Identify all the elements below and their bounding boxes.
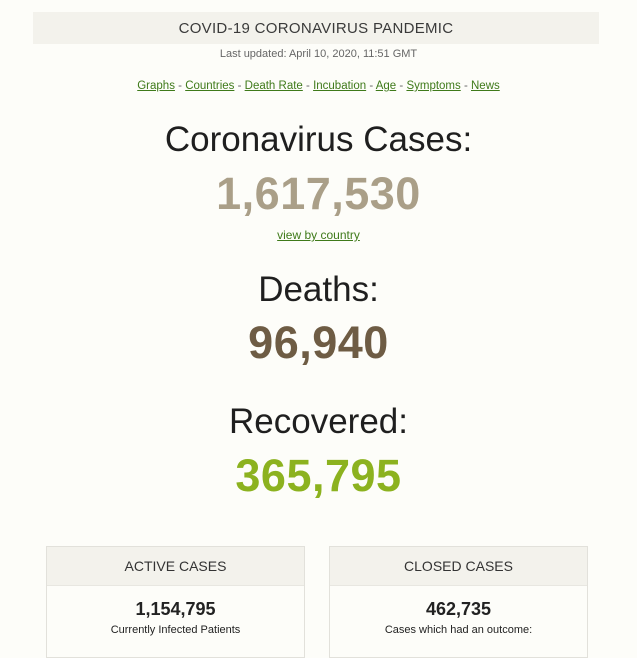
nav-separator: - <box>302 80 314 92</box>
closed-cases-title: CLOSED CASES <box>330 547 587 586</box>
view-by-country-link[interactable]: view by country <box>277 228 360 242</box>
last-updated-text: Last updated: April 10, 2020, 11:51 GMT <box>219 48 418 60</box>
nav-separator: - <box>396 80 407 92</box>
nav-link-symptoms[interactable]: Symptoms <box>406 80 461 92</box>
nav-link-death-rate[interactable]: Death Rate <box>244 80 303 92</box>
nav-separator: - <box>460 80 471 92</box>
nav-separator: - <box>174 80 186 92</box>
active-cases-title: ACTIVE CASES <box>47 547 304 586</box>
nav-links: Graphs - Countries - Death Rate - Incuba… <box>0 80 637 92</box>
nav-link-news[interactable]: News <box>471 80 500 92</box>
closed-cases-subtitle: Cases which had an outcome: <box>384 624 533 636</box>
recovered-label: Recovered: <box>229 402 408 441</box>
recovered-value: 365,795 <box>235 450 402 501</box>
nav-separator: - <box>366 80 376 92</box>
cases-value: 1,617,530 <box>216 168 421 219</box>
nav-separator: - <box>234 80 245 92</box>
page-title: COVID-19 CORONAVIRUS PANDEMIC <box>178 19 454 37</box>
nav-link-graphs[interactable]: Graphs <box>137 80 175 92</box>
active-cases-subtitle: Currently Infected Patients <box>110 624 241 636</box>
cases-label: Coronavirus Cases: <box>164 120 473 159</box>
deaths-label: Deaths: <box>258 270 379 309</box>
nav-link-age[interactable]: Age <box>375 80 397 92</box>
nav-link-incubation[interactable]: Incubation <box>313 80 367 92</box>
view-by-country: view by country <box>0 228 637 242</box>
nav-link-countries[interactable]: Countries <box>185 80 235 92</box>
closed-cases-value: 462,735 <box>425 599 492 619</box>
active-cases-value: 1,154,795 <box>135 599 216 619</box>
deaths-value: 96,940 <box>248 317 389 368</box>
page-header: COVID-19 CORONAVIRUS PANDEMIC <box>33 12 599 44</box>
closed-cases-panel: CLOSED CASES 462,735 Cases which had an … <box>329 546 588 658</box>
active-cases-panel: ACTIVE CASES 1,154,795 Currently Infecte… <box>46 546 305 658</box>
